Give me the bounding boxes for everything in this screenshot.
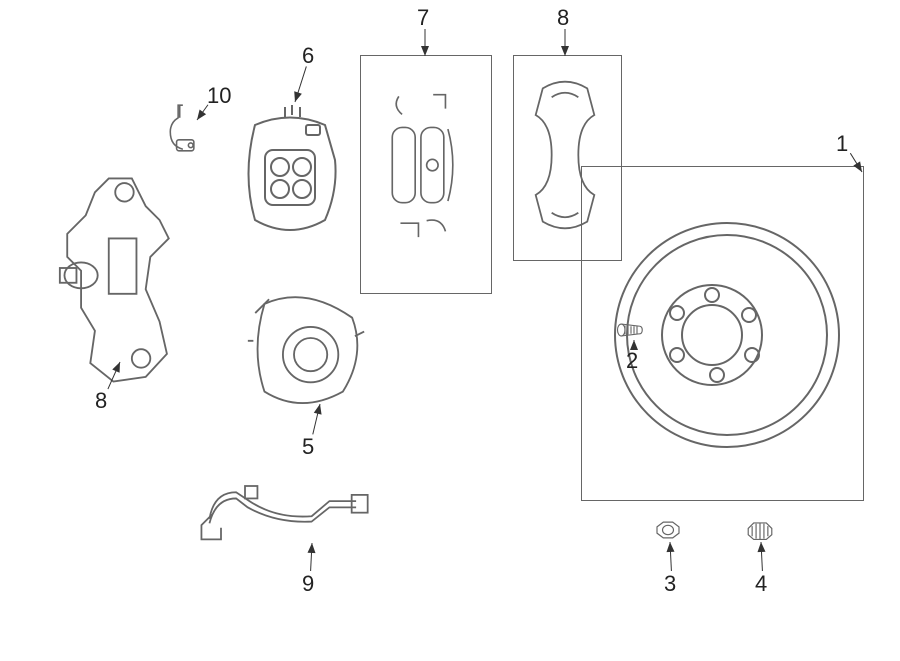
callout-9: 9 xyxy=(302,571,314,597)
brake-caliper xyxy=(230,105,350,245)
steering-knuckle xyxy=(58,165,178,395)
callout-4: 4 xyxy=(755,571,767,597)
callout-8: 8 xyxy=(95,388,107,414)
callout-1: 1 xyxy=(836,131,848,157)
wheel-stud xyxy=(616,321,646,339)
callout-8: 8 xyxy=(557,5,569,31)
callout-3: 3 xyxy=(664,571,676,597)
callout-5: 5 xyxy=(302,434,314,460)
callout-7: 7 xyxy=(417,5,429,31)
hub-nut-cover xyxy=(743,519,777,541)
brake-pad-kit xyxy=(370,80,480,260)
hub-nut xyxy=(652,519,684,541)
parts-diagram: { "diagram": { "type": "exploded-parts-d… xyxy=(0,0,900,661)
caliper-bracket xyxy=(525,70,605,240)
splash-shield xyxy=(246,290,366,410)
callout-10: 10 xyxy=(207,83,231,109)
callout-6: 6 xyxy=(302,43,314,69)
abs-sensor-bracket xyxy=(195,470,375,550)
abs-sensor xyxy=(153,98,208,158)
callout-2: 2 xyxy=(626,348,638,374)
